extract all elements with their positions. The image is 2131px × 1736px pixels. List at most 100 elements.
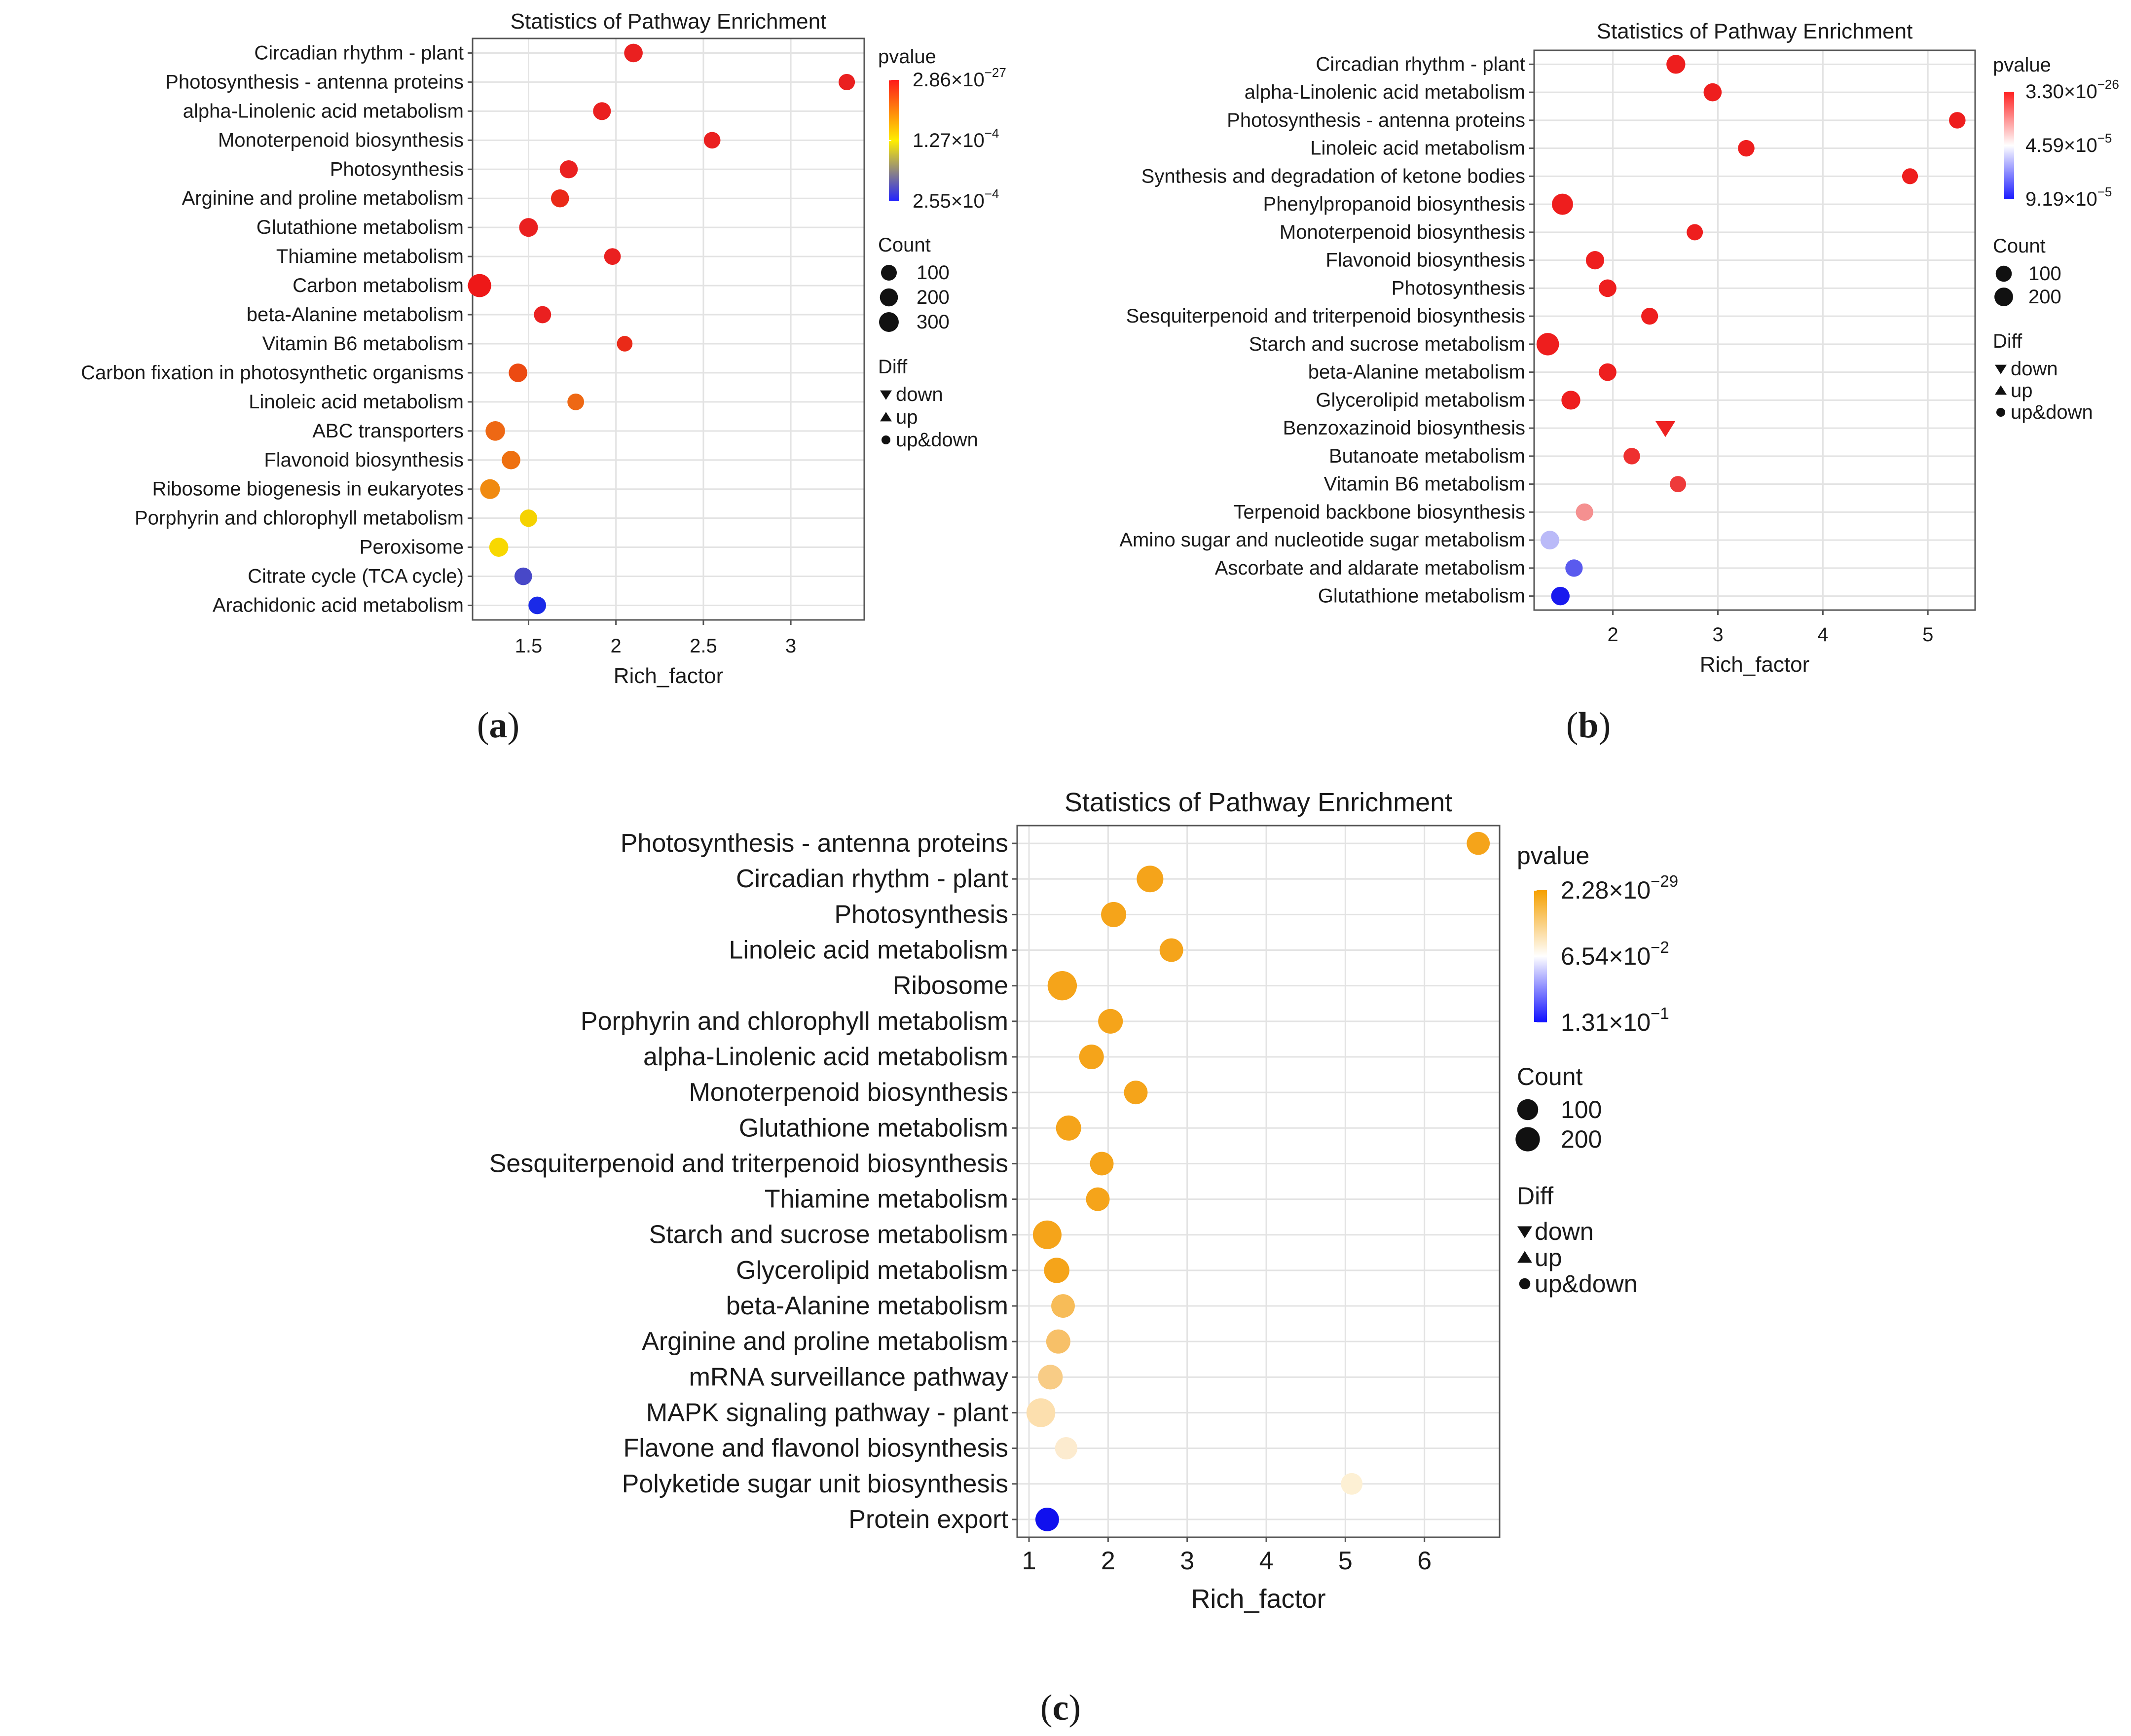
data-point [502, 450, 520, 470]
y-tick-label: Starch and sucrose metabolism [649, 1221, 1008, 1249]
panel-b: Statistics of Pathway Enrichment Circadia… [1119, 19, 2119, 746]
color-legend-label: 4.59×10−5 [2025, 131, 2112, 156]
dot-icon [1519, 1278, 1531, 1290]
data-point [1137, 866, 1164, 893]
data-point [1090, 1152, 1114, 1176]
y-tick-label: Porphyrin and chlorophyll metabolism [581, 1007, 1008, 1036]
y-tick-label: Terpenoid backbone biosynthesis [1233, 501, 1525, 523]
chart-title: Statistics of Pathway Enrichment [511, 9, 827, 34]
y-tick-label: alpha-Linolenic acid metabolism [643, 1043, 1008, 1071]
data-point [1585, 251, 1605, 270]
color-legend-label: 2.86×10−27 [913, 65, 1006, 91]
y-tick-label: Arginine and proline metabolism [182, 187, 464, 209]
panel-a: Statistics of Pathway Enrichment Circadia… [81, 9, 1006, 746]
exponent: −4 [985, 126, 999, 141]
data-point [1079, 1044, 1104, 1069]
size-legend-dot [1995, 265, 2012, 282]
size-legend-label: 200 [1561, 1125, 1602, 1153]
data-point [1038, 1365, 1063, 1390]
panel-caption: (a) [477, 705, 519, 746]
exponent: −29 [1651, 872, 1678, 890]
diff-legend-label: up&down [1535, 1270, 1638, 1298]
chart-title: Statistics of Pathway Enrichment [1065, 788, 1452, 817]
data-point [567, 393, 585, 410]
data-point [1056, 1115, 1081, 1141]
color-legend-label: 2.55×10−4 [913, 186, 999, 212]
up-triangle-icon [1995, 385, 2007, 395]
y-tick-label: Thiamine metabolism [276, 246, 464, 267]
exponent: −27 [985, 65, 1006, 80]
x-tick-label: 3 [1180, 1547, 1194, 1575]
y-tick-label: Arginine and proline metabolism [642, 1327, 1008, 1356]
y-tick-label: Photosynthesis [330, 158, 464, 180]
x-tick-label: 4 [1259, 1547, 1274, 1575]
y-tick-label: Glutathione metabolism [257, 217, 464, 238]
x-tick-label: 1.5 [515, 635, 543, 657]
size-legend-label: 100 [917, 262, 950, 284]
y-tick-label: Citrate cycle (TCA cycle) [248, 566, 464, 587]
plot-frame [1016, 825, 1501, 1538]
color-legend-title: pvalue [878, 46, 936, 68]
panel-caption: (b) [1566, 705, 1611, 746]
data-point [1540, 531, 1559, 550]
data-point [519, 509, 538, 527]
data-point [1536, 333, 1559, 356]
x-tick-label: 2 [611, 635, 622, 657]
y-tick-label: Circadian rhythm - plant [736, 865, 1009, 893]
data-point [1738, 140, 1755, 157]
y-tick-label: Sesquiterpenoid and triterpenoid biosynt… [489, 1149, 1008, 1178]
panel-caption: (c) [1040, 1688, 1081, 1728]
diff-legend-label: up [2011, 380, 2033, 401]
diff-legend-label: down [2011, 358, 2058, 380]
data-point-down [1655, 421, 1676, 437]
data-point [604, 248, 621, 265]
data-point [1086, 1187, 1110, 1211]
dot-icon [882, 435, 890, 444]
data-point [1902, 168, 1918, 184]
y-tick-label: beta-Alanine metabolism [247, 304, 464, 326]
color-legend-label: 1.27×10−4 [913, 126, 999, 151]
up-triangle-icon [880, 412, 892, 422]
y-tick-label: Photosynthesis [1392, 277, 1525, 299]
y-tick-label: Flavonoid biosynthesis [1325, 250, 1525, 271]
data-point [1467, 832, 1490, 855]
data-point [617, 336, 633, 352]
x-tick-label: 5 [1922, 624, 1933, 646]
data-point [1044, 1258, 1069, 1283]
size-legend-title: Count [878, 234, 931, 256]
exponent: −5 [2097, 184, 2112, 199]
color-legend-label: 2.28×10−29 [1561, 872, 1678, 904]
y-tick-label: Glycerolipid metabolism [1316, 389, 1525, 411]
data-point [534, 306, 551, 324]
y-tick-label: Sesquiterpenoid and triterpenoid biosynt… [1126, 305, 1525, 327]
diff-legend-label: down [896, 384, 943, 405]
y-tick-label: Carbon fixation in photosynthetic organi… [81, 362, 464, 384]
size-legend-label: 300 [917, 311, 950, 333]
data-point [624, 43, 643, 63]
y-tick-label: Vitamin B6 metabolism [262, 333, 464, 355]
data-point [1623, 448, 1640, 465]
y-tick-label: Monoterpenoid biosynthesis [689, 1078, 1008, 1107]
size-legend-dot [879, 312, 899, 332]
x-axis-label: Rich_factor [614, 664, 724, 688]
caption-paren: ( [1566, 705, 1579, 746]
y-tick-label: Glutathione metabolism [739, 1114, 1008, 1142]
y-tick-label: beta-Alanine metabolism [726, 1292, 1008, 1320]
color-legend-title: pvalue [1517, 842, 1589, 869]
data-point [1159, 938, 1183, 962]
y-tick-label: Carbon metabolism [293, 275, 464, 296]
plot-area [1017, 826, 1500, 1537]
data-point [1026, 1398, 1056, 1427]
exponent: −1 [1651, 1004, 1669, 1022]
y-tick-label: Circadian rhythm - plant [1316, 53, 1525, 75]
data-point [1098, 1009, 1123, 1034]
plot-area [473, 38, 864, 620]
diff-legend-label: up&down [2011, 401, 2093, 423]
size-legend-label: 200 [917, 287, 950, 308]
color-legend-label: 9.19×10−5 [2025, 184, 2112, 210]
y-tick-label: Monoterpenoid biosynthesis [1280, 221, 1525, 243]
data-point [593, 102, 611, 120]
y-tick-label: Photosynthesis [834, 900, 1008, 929]
size-legend-dot [1994, 288, 2013, 306]
